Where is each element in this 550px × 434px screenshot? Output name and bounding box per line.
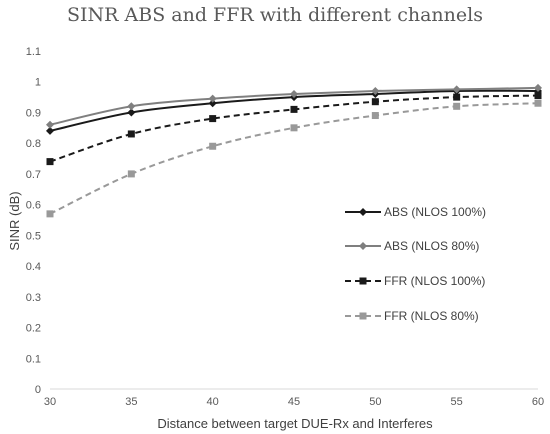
x-tick-label: 50 bbox=[369, 396, 381, 408]
data-point bbox=[359, 208, 367, 216]
data-point bbox=[453, 102, 461, 110]
legend-item: ABS (NLOS 80%) bbox=[345, 239, 479, 253]
series-3 bbox=[46, 92, 542, 166]
x-tick-label: 45 bbox=[288, 396, 300, 408]
data-point bbox=[127, 108, 136, 117]
y-tick-label: 0.8 bbox=[26, 138, 41, 150]
legend-item: FFR (NLOS 100%) bbox=[345, 274, 485, 288]
data-point bbox=[359, 312, 367, 320]
y-tick-label: 0.6 bbox=[26, 200, 41, 212]
data-point bbox=[208, 94, 217, 103]
data-point bbox=[46, 210, 54, 218]
data-point bbox=[290, 90, 298, 99]
data-point bbox=[452, 85, 461, 94]
data-point bbox=[359, 277, 367, 285]
y-tick-labels: 0 0.1 0.2 0.3 0.4 0.5 0.6 0.7 0.8 0.9 1 1.1 bbox=[26, 46, 41, 396]
series-2 bbox=[46, 83, 542, 129]
y-tick-label: 0.3 bbox=[26, 292, 41, 304]
x-tick-labels: 30 35 40 45 50 55 60 bbox=[44, 396, 544, 408]
series-layer bbox=[46, 83, 542, 218]
legend: ABS (NLOS 100%) ABS (NLOS 80%) FFR (NLOS 1… bbox=[345, 205, 486, 323]
y-tick-label: 0 bbox=[35, 384, 41, 396]
data-point bbox=[209, 115, 217, 123]
data-point bbox=[290, 105, 298, 113]
data-point bbox=[46, 120, 54, 129]
data-point bbox=[46, 126, 54, 135]
y-tick-label: 0.5 bbox=[26, 230, 41, 242]
data-point bbox=[453, 93, 461, 101]
data-point bbox=[127, 130, 135, 138]
legend-item: ABS (NLOS 100%) bbox=[345, 205, 486, 219]
data-point bbox=[46, 158, 54, 166]
x-tick-label: 30 bbox=[44, 396, 56, 408]
series-4 bbox=[46, 99, 542, 218]
legend-label: ABS (NLOS 80%) bbox=[384, 239, 479, 253]
x-tick-label: 35 bbox=[125, 396, 137, 408]
data-point bbox=[371, 98, 379, 106]
y-tick-label: 1.1 bbox=[26, 46, 41, 58]
y-tick-label: 1 bbox=[35, 77, 41, 89]
x-axis-label: Distance between target DUE-Rx and Inter… bbox=[157, 416, 433, 431]
data-point bbox=[534, 83, 542, 92]
x-tick-label: 40 bbox=[207, 396, 219, 408]
data-point bbox=[359, 242, 367, 250]
legend-item: FFR (NLOS 80%) bbox=[345, 309, 479, 323]
data-point bbox=[371, 86, 380, 95]
data-point bbox=[290, 124, 298, 132]
data-point bbox=[208, 99, 217, 108]
series-line bbox=[49, 102, 539, 215]
legend-label: FFR (NLOS 100%) bbox=[384, 274, 485, 288]
y-axis-label: SINR (dB) bbox=[7, 191, 22, 250]
x-tick-label: 60 bbox=[532, 396, 544, 408]
data-point bbox=[534, 92, 542, 100]
data-point bbox=[209, 142, 217, 150]
x-tick-label: 55 bbox=[451, 396, 463, 408]
data-point bbox=[371, 112, 379, 120]
y-tick-label: 0.2 bbox=[26, 323, 41, 335]
data-point bbox=[127, 102, 136, 111]
y-tick-label: 0.9 bbox=[26, 107, 41, 119]
y-tick-label: 0.4 bbox=[26, 261, 41, 273]
chart-title: SINR ABS and FFR with different channels bbox=[67, 4, 483, 26]
data-point bbox=[127, 170, 135, 178]
y-tick-label: 0.7 bbox=[26, 169, 41, 181]
y-tick-label: 0.1 bbox=[26, 353, 41, 365]
data-point bbox=[534, 99, 542, 107]
legend-label: FFR (NLOS 80%) bbox=[384, 309, 479, 323]
legend-label: ABS (NLOS 100%) bbox=[384, 205, 486, 219]
